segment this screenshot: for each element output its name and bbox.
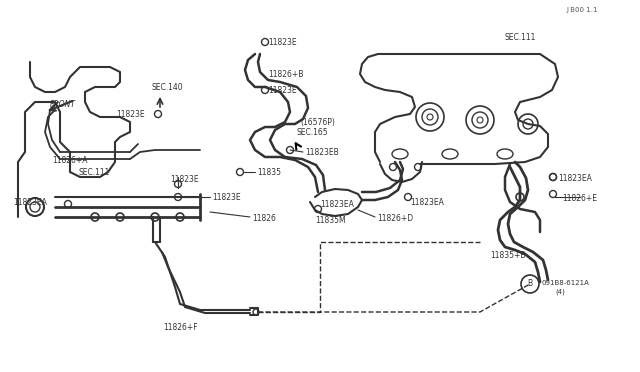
Text: 11823EB: 11823EB	[305, 148, 339, 157]
Text: (16576P): (16576P)	[300, 118, 335, 126]
Text: 11823E: 11823E	[268, 38, 296, 46]
Text: SEC.111: SEC.111	[505, 32, 536, 42]
Text: 11826+B: 11826+B	[268, 70, 303, 78]
Text: SEC.140: SEC.140	[152, 83, 184, 92]
Text: J B00 1.1: J B00 1.1	[566, 7, 598, 13]
Text: 11823E: 11823E	[268, 86, 296, 94]
Text: 11835M: 11835M	[315, 215, 346, 224]
Text: B: B	[527, 279, 532, 289]
Text: 11835: 11835	[257, 167, 281, 176]
Text: 11823EA: 11823EA	[13, 198, 47, 206]
Text: 11826: 11826	[252, 214, 276, 222]
Text: SEC.165: SEC.165	[297, 128, 328, 137]
Text: 11823E: 11823E	[116, 109, 145, 119]
Text: (4): (4)	[555, 289, 565, 295]
Text: SEC.111: SEC.111	[78, 167, 109, 176]
Text: FRONT: FRONT	[50, 99, 76, 109]
Text: 11823EA: 11823EA	[410, 198, 444, 206]
Text: 091B8-6121A: 091B8-6121A	[542, 280, 590, 286]
Text: 11823E: 11823E	[212, 192, 241, 202]
Text: 11835+B: 11835+B	[490, 251, 525, 260]
Text: 11826+E: 11826+E	[562, 193, 597, 202]
Text: 11826+A: 11826+A	[52, 155, 88, 164]
Text: 11823EA: 11823EA	[320, 199, 354, 208]
Text: 11826+F: 11826+F	[163, 324, 198, 333]
Text: 11823EA: 11823EA	[558, 173, 592, 183]
Text: 11826+D: 11826+D	[377, 214, 413, 222]
Text: 11823E: 11823E	[170, 174, 198, 183]
